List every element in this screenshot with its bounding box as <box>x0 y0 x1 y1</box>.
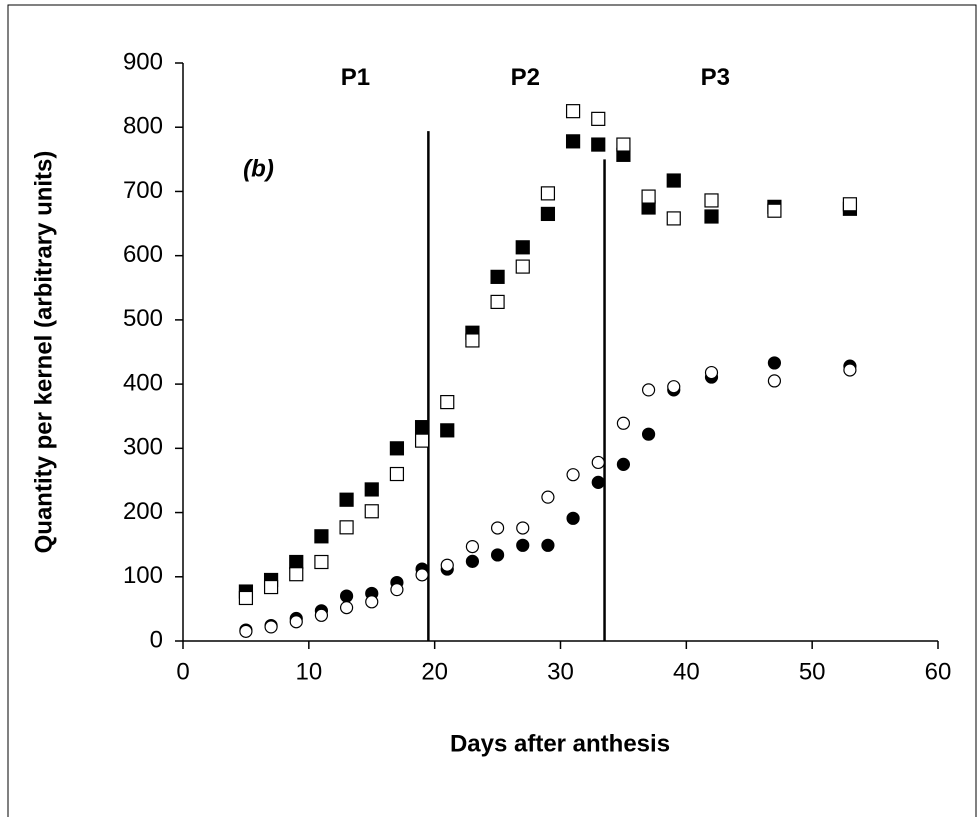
square-marker <box>616 137 631 152</box>
circle-marker <box>440 558 454 572</box>
circle-marker <box>314 608 329 622</box>
square-marker <box>289 567 304 582</box>
y-tick-label: 500 <box>123 305 163 332</box>
x-tick-label: 60 <box>925 658 952 685</box>
square-marker <box>289 554 304 570</box>
square-marker <box>666 173 681 188</box>
square-marker <box>490 294 505 310</box>
circle-marker <box>465 539 480 554</box>
circle-marker <box>390 583 404 597</box>
x-tick-label: 40 <box>673 658 700 685</box>
circle-marker <box>616 457 631 471</box>
square-marker <box>591 111 606 126</box>
circle-marker <box>641 427 656 441</box>
y-tick-label: 100 <box>123 562 163 589</box>
circle-marker <box>264 620 278 634</box>
square-marker <box>565 134 581 149</box>
y-tick-label: 300 <box>123 434 163 461</box>
square-marker <box>490 269 505 284</box>
x-tick-label: 0 <box>176 658 189 685</box>
square-marker <box>591 137 606 152</box>
circle-marker <box>339 601 354 615</box>
x-tick-label: 30 <box>547 658 574 685</box>
x-axis-title: Days after anthesis <box>450 730 670 757</box>
circle-marker <box>566 468 580 482</box>
circle-marker <box>591 475 605 489</box>
square-marker <box>704 193 719 208</box>
annotation: (b) <box>243 156 274 183</box>
square-marker <box>389 441 405 456</box>
square-marker <box>767 203 782 218</box>
circle-marker <box>667 380 681 394</box>
circle-marker <box>415 568 429 582</box>
annotation: P1 <box>341 64 370 91</box>
square-marker <box>389 466 405 482</box>
x-tick-label: 20 <box>421 658 448 685</box>
y-tick-label: 800 <box>123 113 163 140</box>
square-marker <box>364 504 379 519</box>
square-marker <box>440 394 455 410</box>
circle-marker <box>239 624 253 638</box>
circle-marker <box>490 548 505 562</box>
square-marker <box>314 554 329 570</box>
y-tick-label: 400 <box>123 369 163 396</box>
square-marker <box>364 482 379 497</box>
circle-marker <box>516 521 530 535</box>
circle-marker <box>566 511 580 525</box>
circle-marker <box>591 455 605 470</box>
circle-marker <box>843 363 857 377</box>
annotation: P2 <box>511 64 540 91</box>
circle-marker <box>465 554 480 568</box>
x-tick-label: 10 <box>295 658 322 685</box>
x-tick-label: 50 <box>799 658 826 685</box>
circle-marker <box>490 521 505 535</box>
circle-marker <box>541 538 555 552</box>
square-marker <box>704 209 719 224</box>
square-marker <box>666 211 681 226</box>
square-marker <box>339 492 354 507</box>
circle-marker <box>641 383 656 397</box>
circle-marker <box>616 416 631 430</box>
circle-marker <box>516 538 530 552</box>
square-marker <box>414 420 430 435</box>
square-marker <box>263 579 279 595</box>
y-axis-title: Quantity per kernel (arbitrary units) <box>30 151 57 554</box>
square-marker <box>842 197 858 212</box>
square-marker <box>339 520 354 535</box>
y-tick-label: 200 <box>123 498 163 525</box>
square-marker <box>515 259 530 274</box>
frame <box>7 4 977 817</box>
square-marker <box>414 433 430 448</box>
square-marker <box>641 189 656 204</box>
circle-marker <box>767 356 782 370</box>
square-marker <box>465 333 480 348</box>
square-marker <box>515 240 530 255</box>
y-tick-label: 700 <box>123 177 163 204</box>
circle-marker <box>365 595 379 609</box>
square-marker <box>238 590 254 606</box>
y-tick-label: 600 <box>123 241 163 268</box>
y-tick-label: 0 <box>150 626 163 653</box>
circle-marker <box>704 365 719 380</box>
square-marker <box>540 186 556 201</box>
annotation: P3 <box>701 64 730 91</box>
circle-marker <box>339 589 354 603</box>
square-marker <box>565 104 581 119</box>
circle-marker <box>289 615 303 629</box>
square-marker <box>440 423 455 438</box>
square-marker <box>314 529 329 544</box>
y-tick-label: 900 <box>123 48 163 75</box>
circle-marker <box>541 490 555 504</box>
square-marker <box>540 206 556 222</box>
circle-marker <box>767 374 782 388</box>
